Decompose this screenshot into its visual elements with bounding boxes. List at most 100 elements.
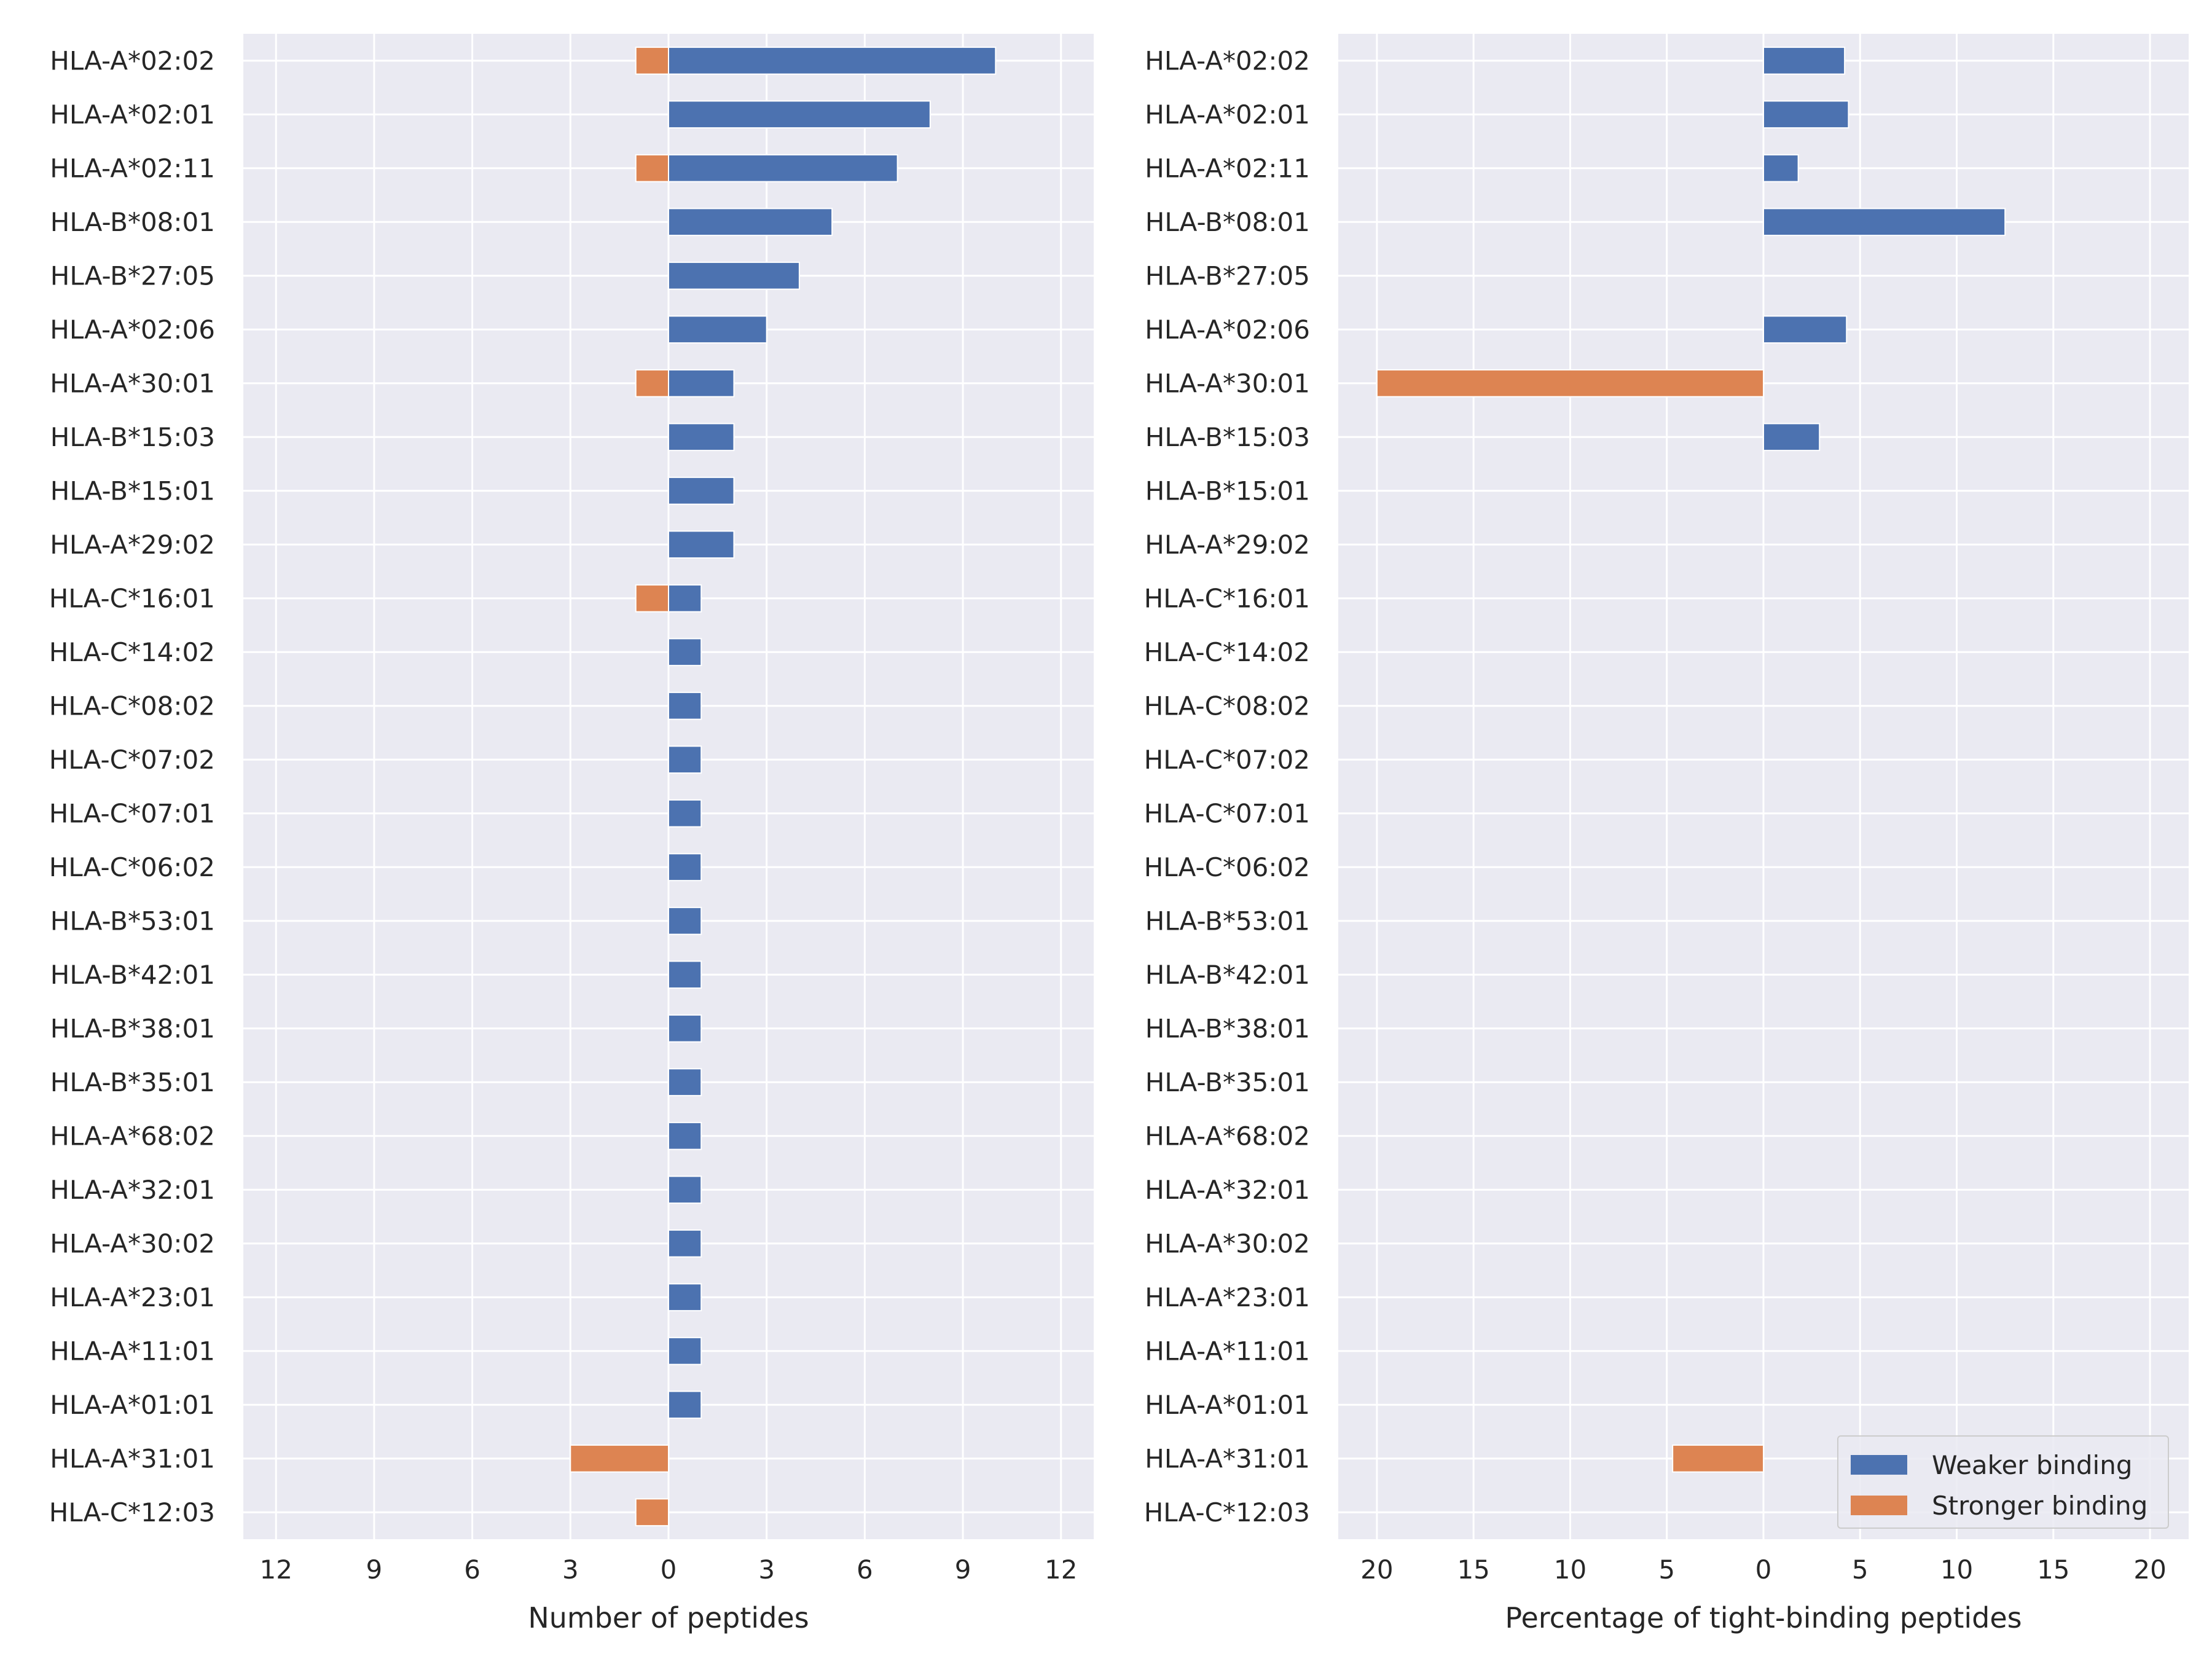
ytick-label-1-27: HLA-C*12:03 [49,1497,215,1528]
legend-label-weaker: Weaker binding [1932,1449,2133,1480]
ytick-label-2-2: HLA-A*02:11 [1145,153,1310,183]
ytick-label-1-0: HLA-A*02:02 [50,45,215,76]
ytick-label-2-11: HLA-C*14:02 [1144,637,1310,667]
bar-weaker-1-20 [668,1121,702,1150]
ytick-label-1-17: HLA-B*42:01 [50,960,215,990]
ytick-label-2-21: HLA-A*32:01 [1145,1175,1310,1205]
xtick-label-2-1: 15 [1457,1555,1489,1585]
xtick-label-1-5: 3 [758,1555,775,1585]
bar-weaker-1-22 [668,1229,702,1258]
bar-weaker-1-14 [668,799,702,828]
ytick-label-2-1: HLA-A*02:01 [1145,100,1310,130]
legend: Weaker binding Stronger binding [1837,1435,2169,1529]
ytick-label-2-9: HLA-A*29:02 [1145,530,1310,560]
ytick-label-1-16: HLA-B*53:01 [50,906,215,936]
bar-stronger-1-0 [635,46,670,75]
ytick-label-1-6: HLA-A*30:01 [50,368,215,398]
ytick-label-2-22: HLA-A*30:02 [1145,1228,1310,1258]
ytick-label-1-12: HLA-C*08:02 [49,691,215,721]
ytick-label-1-22: HLA-A*30:02 [50,1228,215,1258]
ytick-label-1-18: HLA-B*38:01 [50,1013,215,1043]
xtick-label-1-4: 0 [661,1555,677,1585]
ytick-label-2-3: HLA-B*08:01 [1145,207,1310,237]
ytick-label-2-13: HLA-C*07:02 [1144,745,1310,775]
xtick-label-1-3: 3 [562,1555,579,1585]
ytick-label-1-5: HLA-A*02:06 [50,315,215,345]
bar-weaker-1-12 [668,691,702,720]
bar-weaker-1-4 [668,261,800,290]
xtick-label-1-2: 6 [464,1555,480,1585]
xtick-label-2-5: 5 [1852,1555,1869,1585]
ytick-label-2-12: HLA-C*08:02 [1144,691,1310,721]
xtick-label-2-3: 5 [1658,1555,1675,1585]
ytick-label-2-5: HLA-A*02:06 [1145,315,1310,345]
bar-weaker-1-5 [668,315,767,344]
bar-weaker-1-11 [668,638,702,667]
ytick-label-1-13: HLA-C*07:02 [49,745,215,775]
ytick-label-1-20: HLA-A*68:02 [50,1121,215,1151]
ytick-label-1-15: HLA-C*06:02 [49,852,215,882]
ytick-label-1-3: HLA-B*08:01 [50,207,215,237]
legend-swatch-stronger [1851,1496,1907,1515]
bar-weaker-1-10 [668,584,702,613]
ytick-label-2-4: HLA-B*27:05 [1145,261,1310,291]
ytick-label-2-19: HLA-B*35:01 [1145,1067,1310,1097]
ytick-label-1-1: HLA-A*02:01 [50,100,215,130]
bar-weaker-2-7 [1763,423,1821,452]
bar-stronger-1-27 [635,1498,670,1527]
xtick-label-2-8: 20 [2133,1555,2166,1585]
ytick-label-2-17: HLA-B*42:01 [1145,960,1310,990]
ytick-label-2-26: HLA-A*31:01 [1145,1443,1310,1473]
bar-weaker-2-0 [1763,46,1846,75]
bar-stronger-2-26 [1672,1444,1764,1473]
bar-weaker-1-2 [668,154,898,182]
bar-stronger-1-10 [635,584,670,613]
bar-weaker-1-18 [668,1014,702,1043]
xtick-label-1-6: 6 [857,1555,873,1585]
x-axis-label-1: Number of peptides [528,1601,809,1634]
ytick-label-1-21: HLA-A*32:01 [50,1175,215,1205]
xtick-label-2-7: 15 [2037,1555,2069,1585]
bar-stronger-2-6 [1376,369,1765,398]
bar-weaker-2-5 [1763,315,1848,344]
xtick-label-2-4: 0 [1755,1555,1772,1585]
x-axis-label-2: Percentage of tight-binding peptides [1505,1601,2022,1634]
bar-stronger-1-2 [635,154,670,182]
xtick-label-2-2: 10 [1554,1555,1586,1585]
ytick-label-1-7: HLA-B*15:03 [50,422,215,452]
bar-weaker-1-15 [668,853,702,882]
xtick-label-1-8: 12 [1045,1555,1077,1585]
xtick-label-1-1: 9 [366,1555,383,1585]
ytick-label-1-14: HLA-C*07:01 [49,798,215,828]
legend-label-stronger: Stronger binding [1932,1490,2148,1521]
ytick-label-2-24: HLA-A*11:01 [1145,1336,1310,1366]
ytick-label-2-14: HLA-C*07:01 [1144,798,1310,828]
ytick-label-1-23: HLA-A*23:01 [50,1282,215,1312]
ytick-label-2-8: HLA-B*15:01 [1145,476,1310,506]
ytick-label-2-10: HLA-C*16:01 [1144,583,1310,613]
bar-weaker-1-0 [668,46,997,75]
ytick-label-2-0: HLA-A*02:02 [1145,45,1310,76]
bar-weaker-1-21 [668,1175,702,1204]
legend-swatch-weaker [1851,1455,1907,1475]
bar-weaker-1-17 [668,960,702,989]
bar-weaker-1-8 [668,476,735,505]
bar-stronger-1-26 [570,1444,669,1473]
ytick-label-2-6: HLA-A*30:01 [1145,368,1310,398]
bar-weaker-1-7 [668,423,735,452]
ytick-label-1-24: HLA-A*11:01 [50,1336,215,1366]
ytick-label-1-2: HLA-A*02:11 [50,153,215,183]
ytick-label-2-7: HLA-B*15:03 [1145,422,1310,452]
bar-weaker-1-25 [668,1390,702,1419]
bar-weaker-1-13 [668,745,702,774]
ytick-label-1-10: HLA-C*16:01 [49,583,215,613]
ytick-label-1-19: HLA-B*35:01 [50,1067,215,1097]
ytick-label-1-9: HLA-A*29:02 [50,530,215,560]
xtick-label-2-0: 20 [1360,1555,1393,1585]
ytick-label-2-27: HLA-C*12:03 [1144,1497,1310,1528]
bar-weaker-1-24 [668,1336,702,1365]
ytick-label-2-25: HLA-A*01:01 [1145,1390,1310,1420]
bar-weaker-1-1 [668,100,931,129]
xtick-label-2-6: 10 [1940,1555,1973,1585]
